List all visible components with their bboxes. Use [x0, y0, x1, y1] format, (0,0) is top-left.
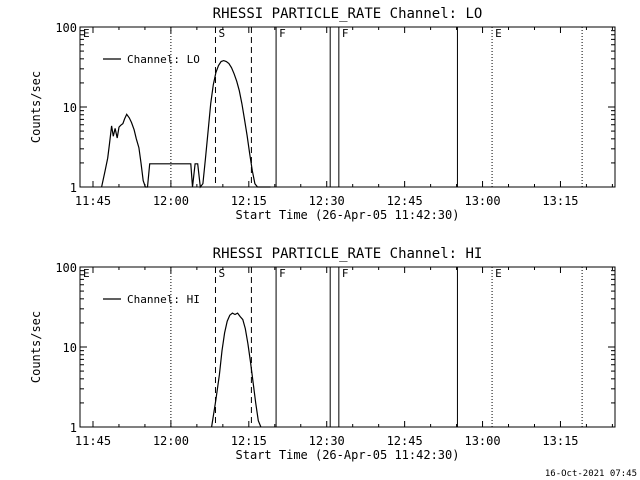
x-tick-label: 12:45 [387, 194, 423, 208]
event-marker-label: F [279, 27, 286, 40]
chart-title: RHESSI PARTICLE_RATE Channel: LO [213, 6, 483, 22]
plot-frame [79, 26, 616, 188]
legend-label: Channel: LO [127, 53, 200, 66]
event-marker-label: S [218, 267, 225, 280]
x-tick-label: 12:15 [231, 194, 267, 208]
event-marker-label: F [342, 27, 349, 40]
hi-channel-panel: RHESSI PARTICLE_RATE Channel: HI E S F F E 11:… [29, 246, 616, 462]
x-tick-label: 12:30 [309, 434, 345, 448]
y-axis-label: Counts/sec [29, 71, 43, 143]
x-tick-label: 11:45 [75, 194, 111, 208]
y-axis-label: Counts/sec [29, 311, 43, 383]
y-tick-label: 1 [70, 421, 77, 435]
legend-label: Channel: HI [127, 293, 200, 306]
x-axis-label: Start Time (26-Apr-05 11:42:30) [236, 448, 460, 462]
x-tick-label: 11:45 [75, 434, 111, 448]
chart-title: RHESSI PARTICLE_RATE Channel: HI [213, 246, 483, 262]
x-tick-label: 13:15 [542, 434, 578, 448]
y-tick-label: 100 [55, 21, 77, 35]
x-tick-label: 13:00 [464, 194, 500, 208]
event-marker-label: E [495, 267, 502, 280]
x-tick-label: 12:00 [153, 194, 189, 208]
event-marker-label: S [218, 27, 225, 40]
series-line [101, 59, 271, 189]
event-marker-label: E [83, 27, 90, 40]
series-line [211, 312, 262, 428]
x-tick-label: 12:45 [387, 434, 423, 448]
x-tick-label: 13:00 [464, 434, 500, 448]
event-marker-label: E [495, 27, 502, 40]
y-tick-label: 1 [70, 181, 77, 195]
plot-frame [79, 266, 616, 428]
x-tick-label: 12:30 [309, 194, 345, 208]
x-tick-label: 12:15 [231, 434, 267, 448]
x-tick-label: 12:00 [153, 434, 189, 448]
y-tick-label: 10 [63, 341, 77, 355]
x-axis-label: Start Time (26-Apr-05 11:42:30) [236, 208, 460, 222]
lo-channel-panel: RHESSI PARTICLE_RATE Channel: LO E S F F E 11:… [29, 6, 616, 222]
y-tick-label: 100 [55, 261, 77, 275]
event-marker-label: F [342, 267, 349, 280]
event-marker-label: E [83, 267, 90, 280]
event-marker-label: F [279, 267, 286, 280]
date-stamp: 16-Oct-2021 07:45 [545, 469, 637, 479]
x-tick-label: 13:15 [542, 194, 578, 208]
y-tick-label: 10 [63, 101, 77, 115]
